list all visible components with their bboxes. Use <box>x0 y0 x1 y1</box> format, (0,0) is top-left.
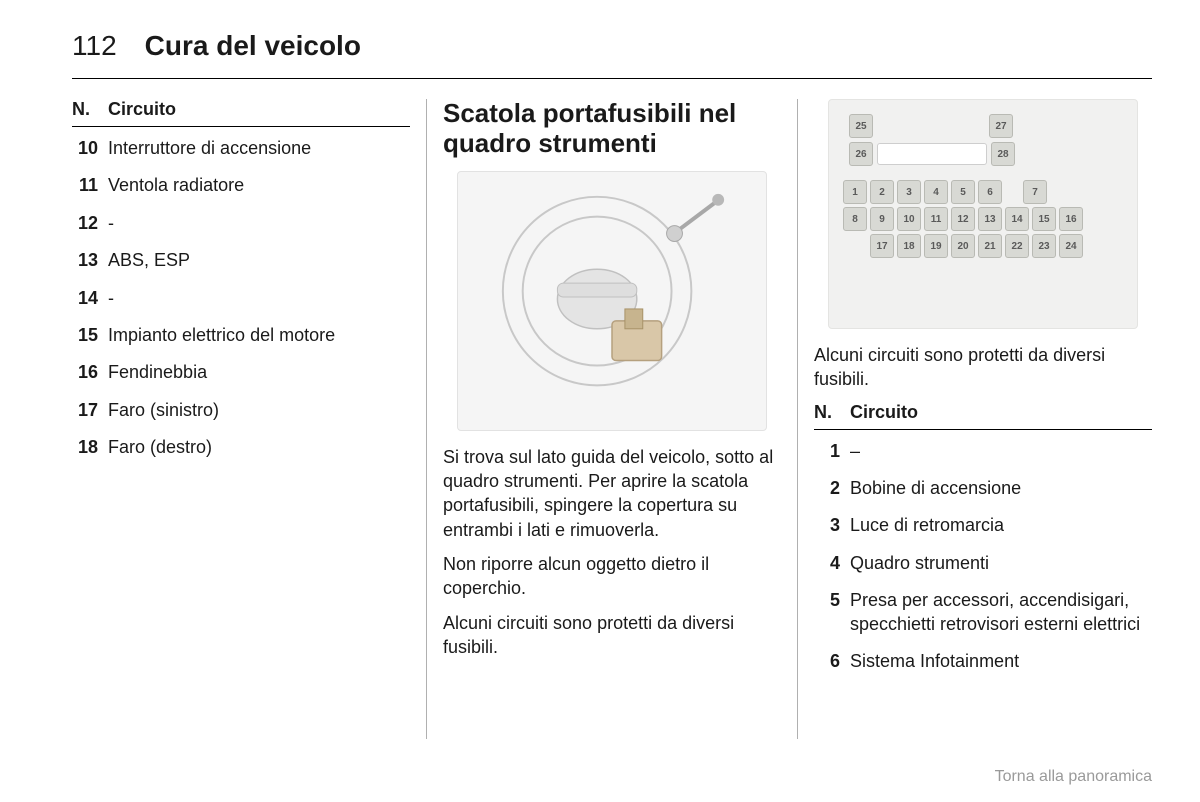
table-row: 2Bobine di accensione <box>814 477 1152 500</box>
manual-page: 112 Cura del veicolo N. Circuito 10Inter… <box>0 0 1200 802</box>
table-row: 6Sistema Infotainment <box>814 650 1152 673</box>
circuit-table-rows-right: 1– 2Bobine di accensione 3Luce di retrom… <box>814 440 1152 674</box>
table-row: 14- <box>72 287 410 310</box>
body-paragraph: Si trova sul lato guida del veicolo, sot… <box>443 445 781 542</box>
fuse-cell: 24 <box>1059 234 1083 258</box>
col-n-label: N. <box>72 99 98 120</box>
table-row: 16Fendinebbia <box>72 361 410 384</box>
fuse-cell: 27 <box>989 114 1013 138</box>
fusebox-grid-row: 8 9 10 11 12 13 14 15 16 <box>843 207 1123 231</box>
fusebox-top-row-2: 26 28 <box>849 142 1123 166</box>
page-title: Cura del veicolo <box>145 30 361 62</box>
column-left: N. Circuito 10Interruttore di accensione… <box>72 99 426 739</box>
fuse-cell: 23 <box>1032 234 1056 258</box>
col-n-label: N. <box>814 402 840 423</box>
fuse-cell: 17 <box>870 234 894 258</box>
circuit-table-header: N. Circuito <box>72 99 410 127</box>
fusebox-diagram: 25 27 26 28 1 2 3 4 5 6 7 <box>828 99 1138 329</box>
circuit-table-rows-left: 10Interruttore di accensione 11Ventola r… <box>72 137 410 460</box>
table-row: 18Faro (destro) <box>72 436 410 459</box>
fuse-cell: 19 <box>924 234 948 258</box>
fuse-cell: 11 <box>924 207 948 231</box>
fuse-cell: 18 <box>897 234 921 258</box>
fuse-cell: 3 <box>897 180 921 204</box>
fuse-cell: 8 <box>843 207 867 231</box>
page-number: 112 <box>72 30 117 62</box>
page-header: 112 Cura del veicolo <box>72 30 1152 79</box>
fusebox-empty-slot <box>877 143 987 165</box>
illustration-steering-wheel <box>457 171 767 431</box>
table-row: 11Ventola radiatore <box>72 174 410 197</box>
fuse-cell: 7 <box>1023 180 1047 204</box>
body-paragraph: Alcuni circuiti sono protetti da diversi… <box>443 611 781 660</box>
body-paragraph: Alcuni circuiti sono protetti da diversi… <box>814 343 1152 392</box>
col-desc-label: Circuito <box>108 99 176 120</box>
footer-back-link[interactable]: Torna alla panoramica <box>995 768 1152 786</box>
table-row: 10Interruttore di accensione <box>72 137 410 160</box>
fuse-cell: 4 <box>924 180 948 204</box>
steering-wheel-icon <box>458 172 766 430</box>
fuse-cell: 1 <box>843 180 867 204</box>
fusebox-top-row: 25 27 <box>849 114 1123 138</box>
content-columns: N. Circuito 10Interruttore di accensione… <box>72 99 1152 739</box>
fuse-cell: 13 <box>978 207 1002 231</box>
column-right: 25 27 26 28 1 2 3 4 5 6 7 <box>798 99 1152 739</box>
fuse-cell: 5 <box>951 180 975 204</box>
fuse-cell: 22 <box>1005 234 1029 258</box>
fusebox-grid-row: 1 2 3 4 5 6 7 <box>843 180 1123 204</box>
fuse-cell: 9 <box>870 207 894 231</box>
table-row: 13ABS, ESP <box>72 249 410 272</box>
fuse-cell: 26 <box>849 142 873 166</box>
fuse-cell: 6 <box>978 180 1002 204</box>
circuit-table-header: N. Circuito <box>814 402 1152 430</box>
fusebox-grid: 1 2 3 4 5 6 7 8 9 10 11 12 13 <box>843 180 1123 258</box>
table-row: 17Faro (sinistro) <box>72 399 410 422</box>
table-row: 15Impianto elettrico del motore <box>72 324 410 347</box>
col-desc-label: Circuito <box>850 402 918 423</box>
fuse-cell: 16 <box>1059 207 1083 231</box>
table-row: 1– <box>814 440 1152 463</box>
body-paragraph: Non riporre alcun oggetto dietro il cope… <box>443 552 781 601</box>
fuse-cell: 20 <box>951 234 975 258</box>
fusebox-grid-row: 17 18 19 20 21 22 23 24 <box>870 234 1123 258</box>
fuse-cell: 21 <box>978 234 1002 258</box>
table-row: 4Quadro strumenti <box>814 552 1152 575</box>
table-row: 3Luce di retromarcia <box>814 514 1152 537</box>
section-title: Scatola portafusibili nel quadro strumen… <box>443 99 781 159</box>
fuse-cell: 14 <box>1005 207 1029 231</box>
fuse-cell: 2 <box>870 180 894 204</box>
fuse-cell: 25 <box>849 114 873 138</box>
fuse-cell: 12 <box>951 207 975 231</box>
table-row: 5Presa per accessori, accendisigari, spe… <box>814 589 1152 636</box>
fuse-cell: 10 <box>897 207 921 231</box>
table-row: 12- <box>72 212 410 235</box>
column-middle: Scatola portafusibili nel quadro strumen… <box>426 99 798 739</box>
fuse-cell: 15 <box>1032 207 1056 231</box>
fuse-cell: 28 <box>991 142 1015 166</box>
